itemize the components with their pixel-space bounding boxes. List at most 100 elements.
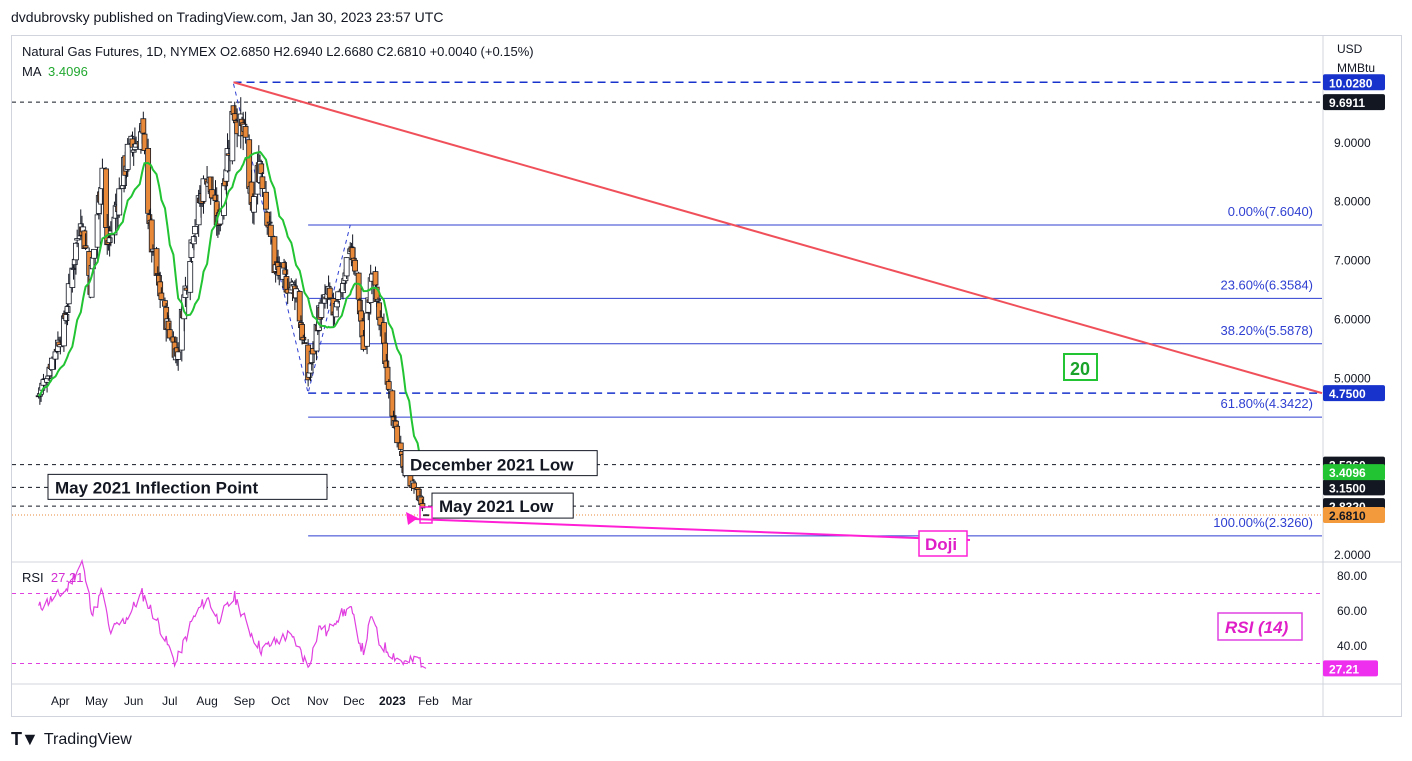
footer[interactable]: T▼ TradingView: [11, 729, 132, 750]
time-tick: Jul: [162, 694, 177, 708]
rsi-label-text: RSI (14): [1225, 618, 1289, 637]
candle-body: [73, 242, 79, 261]
candle: [352, 247, 358, 276]
candle-body: [116, 188, 123, 216]
time-tick: Mar: [452, 694, 473, 708]
time-tick: Jun: [124, 694, 143, 708]
price-badge: 4.7500: [1323, 385, 1385, 402]
price-tick: 2.0000: [1334, 548, 1371, 562]
candle: [364, 311, 370, 355]
candle-body: [170, 336, 177, 343]
grid: [12, 36, 1401, 716]
candle-body: [106, 237, 113, 243]
badge-bg: [1323, 385, 1385, 402]
axes: USD MMBtu 9.0000 8.0000 7.0000 6.0000 5.0000 2.…: [51, 42, 1375, 708]
fib-label: 38.20%(5.5878): [1220, 323, 1313, 338]
candle-body: [200, 178, 207, 202]
ma-badge: 3.4096: [1323, 464, 1385, 481]
legend-rsi-label: RSI: [22, 570, 44, 585]
candle-body: [381, 322, 387, 344]
fib-level[interactable]: 23.60%(6.3584): [308, 277, 1322, 299]
candle-body: [259, 176, 266, 189]
price-tick: 5.0000: [1334, 371, 1371, 385]
candle: [94, 209, 101, 263]
time-tick: Nov: [307, 694, 328, 708]
chart-frame[interactable]: [11, 35, 1402, 717]
candle: [397, 435, 404, 454]
candle-body: [419, 503, 426, 509]
unit-label: MMBtu: [1337, 61, 1375, 75]
candle-body: [343, 257, 350, 277]
candle-body: [175, 351, 182, 360]
doji-label-box: [918, 530, 968, 557]
tradingview-logo-icon: T▼: [11, 729, 39, 749]
fib-level[interactable]: 0.00%(7.6040): [308, 204, 1322, 226]
candle: [166, 322, 173, 341]
candle: [48, 356, 55, 379]
legend-ma-value: 3.4096: [48, 64, 88, 79]
candle: [116, 177, 123, 218]
legend-ma-label: MA: [22, 64, 41, 79]
candle-body: [154, 273, 161, 275]
fib-level[interactable]: 100.00%(2.3260): [308, 515, 1322, 537]
level-annotation: May 2021 Inflection Point: [47, 473, 328, 500]
price-tick: 8.0000: [1334, 195, 1371, 209]
candle-body: [64, 306, 71, 313]
candle-body: [334, 300, 340, 308]
doji-annotation: Doji: [406, 506, 971, 557]
candle-body: [263, 191, 269, 210]
last-price-badge: 2.6810: [1323, 506, 1385, 523]
candle: [190, 235, 197, 251]
candle-body: [267, 224, 274, 237]
candle-body: [258, 163, 265, 174]
doji-label: Doji: [925, 535, 957, 554]
candle-body: [65, 283, 72, 305]
rsi-line: [38, 558, 427, 669]
candle-body: [411, 482, 417, 489]
time-tick: Feb: [418, 694, 439, 708]
badge-label: 9.6911: [1329, 96, 1365, 110]
candle-body: [162, 300, 168, 307]
candle-body: [385, 381, 392, 390]
badge-bg: [1323, 94, 1385, 111]
rsi-pane: 80.00 60.00 40.00 27.21 RSI (14): [12, 558, 1378, 677]
annotation-box: [431, 492, 574, 519]
trendline-group[interactable]: [233, 81, 1323, 395]
candle: [411, 479, 417, 494]
level-annotation: December 2021 Low: [402, 450, 598, 477]
legend-symbol: Natural Gas Futures, 1D, NYMEX O2.6850 H…: [22, 44, 534, 59]
candle: [82, 233, 89, 251]
candle: [175, 342, 182, 371]
candle-body: [223, 169, 230, 182]
currency-label: USD: [1337, 42, 1363, 56]
candle-body: [130, 149, 137, 153]
annotation-box: [47, 473, 328, 500]
trendline[interactable]: [233, 81, 1323, 395]
doji-box: [419, 506, 433, 524]
doji-arrow-line: [413, 517, 971, 541]
candle-body: [281, 262, 287, 269]
doji-arrowhead: [406, 511, 419, 525]
candle-body: [301, 342, 308, 345]
rsi-tick: 60.00: [1337, 604, 1367, 618]
fib-label: 23.60%(6.3584): [1220, 277, 1313, 292]
candle-body: [307, 363, 314, 374]
candle-body: [81, 230, 88, 249]
candle-body: [266, 221, 273, 224]
time-tick: Sep: [234, 694, 256, 708]
ma-period-box: [1063, 353, 1098, 381]
footer-brand: TradingView: [43, 730, 132, 748]
candle-body: [335, 291, 342, 300]
candle-body: [382, 342, 389, 364]
fibonacci-retracement[interactable]: 0.00%(7.6040) 23.60%(6.3584) 38.20%(5.5878…: [233, 83, 1323, 537]
time-tick: 2023: [379, 694, 406, 708]
candle-body: [230, 105, 237, 115]
annotation-text: May 2021 Low: [439, 497, 554, 516]
fib-level[interactable]: 61.80%(4.3422): [308, 396, 1322, 418]
candle: [377, 310, 384, 337]
price-badge: 3.1500: [1323, 479, 1385, 496]
fib-label: 61.80%(4.3422): [1220, 396, 1313, 411]
candle-body: [48, 357, 55, 371]
fib-level[interactable]: 38.20%(5.5878): [308, 323, 1322, 345]
